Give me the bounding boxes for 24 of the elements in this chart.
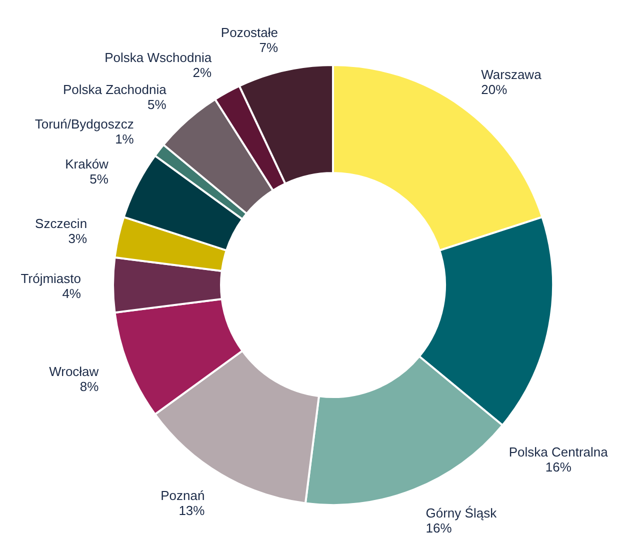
- slice-label: Górny Śląsk: [426, 505, 498, 520]
- slice-label: Szczecin: [35, 216, 88, 232]
- data-label: 1%: [115, 132, 134, 147]
- data-label: 4%: [62, 286, 82, 301]
- slice-label: Wrocław: [49, 364, 100, 379]
- slice-label: Warszawa: [481, 67, 542, 82]
- data-label: 3%: [68, 231, 88, 246]
- data-label: 5%: [148, 96, 167, 112]
- slice-label: Trójmiasto: [20, 271, 81, 286]
- slice-label: Kraków: [65, 156, 110, 172]
- data-label: 2%: [192, 65, 212, 80]
- data-label: 13%: [178, 502, 206, 518]
- slice-label: Toruń/Bydgoszcz: [34, 116, 134, 132]
- slice-label: Poznań: [160, 488, 205, 503]
- data-label: 5%: [90, 172, 109, 187]
- data-label: 8%: [80, 378, 100, 394]
- slice-label: Polska Zachodnia: [63, 82, 168, 97]
- slice-label: Polska Centralna: [508, 444, 609, 460]
- slice-label: Pozostałe: [220, 25, 278, 40]
- data-label: 16%: [545, 459, 572, 474]
- slice-label: Polska Wschodnia: [104, 50, 212, 66]
- data-label: 16%: [426, 520, 452, 536]
- data-label: 7%: [259, 40, 278, 56]
- data-label: 20%: [481, 82, 508, 98]
